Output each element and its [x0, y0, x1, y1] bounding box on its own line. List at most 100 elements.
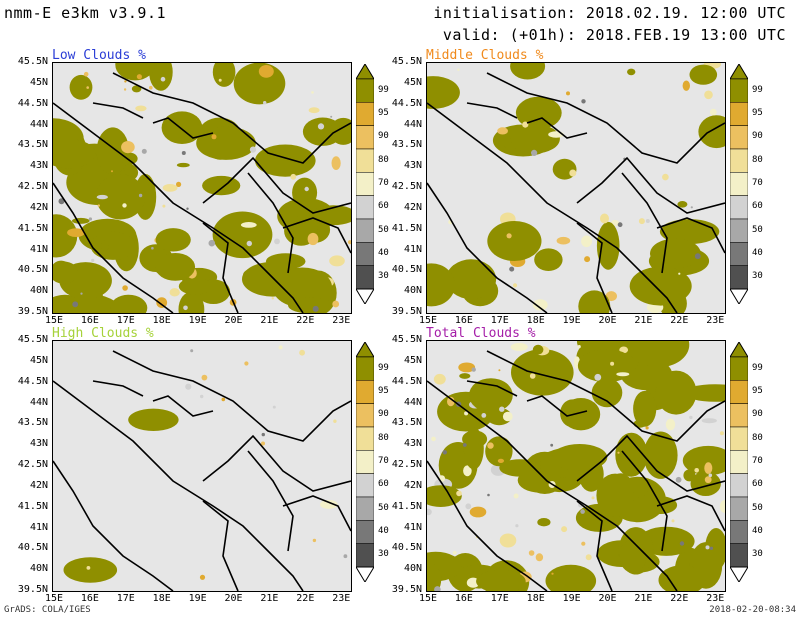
- border-line: [202, 434, 351, 492]
- border-line: [112, 72, 351, 164]
- cloud-speckle: [141, 148, 147, 154]
- lon-label: 19E: [562, 593, 581, 604]
- cloud-cell: [69, 74, 93, 100]
- cloud-cell: [101, 240, 109, 251]
- cloud-cell: [331, 156, 341, 170]
- colorbar: [729, 341, 749, 583]
- lat-label: 40.5N: [391, 542, 422, 554]
- colorbar-label: 80: [378, 432, 389, 443]
- colorbar-segment: [729, 218, 749, 243]
- cloud-cell: [469, 378, 513, 413]
- cloud-cell: [578, 290, 611, 313]
- lon-label: 20E: [598, 315, 617, 326]
- cloud-cell: [202, 175, 241, 196]
- cloud-cell: [633, 419, 646, 428]
- cloud-speckle: [122, 285, 128, 291]
- lon-label: 21E: [634, 315, 653, 326]
- colorbar-bottom-arrow: [729, 288, 749, 305]
- lon-label: 16E: [454, 315, 473, 326]
- cloud-cell: [596, 473, 634, 517]
- cloud-cell: [458, 362, 476, 373]
- cloud-speckle: [208, 239, 216, 247]
- colorbar-label: 50: [378, 224, 389, 235]
- lat-label: 43N: [29, 438, 48, 450]
- colorbar-top-arrow: [355, 341, 375, 358]
- cloud-speckle: [487, 493, 490, 497]
- lat-label: 45N: [29, 76, 48, 88]
- cloud-speckle: [160, 76, 166, 82]
- colorbar-segment: [729, 78, 749, 103]
- cloud-map: [426, 62, 726, 314]
- cloud-cell: [510, 343, 528, 351]
- lat-label: 43.5N: [17, 417, 48, 429]
- cloud-speckle: [719, 431, 724, 436]
- panel-title: Middle Clouds %: [426, 48, 544, 63]
- cloud-cell: [90, 231, 136, 260]
- cloud-cell: [535, 553, 544, 562]
- cloud-cell: [53, 214, 78, 258]
- colorbar-segment: [729, 426, 749, 451]
- cloud-speckle: [151, 246, 154, 250]
- cloud-speckle: [138, 193, 143, 198]
- lat-label: 40N: [29, 285, 48, 297]
- border-line: [247, 450, 294, 552]
- cloud-cell: [600, 213, 609, 224]
- cloud-speckle: [122, 203, 127, 208]
- colorbar-segment: [355, 496, 375, 521]
- lat-label: 45N: [403, 354, 422, 366]
- cloud-speckle: [244, 361, 249, 366]
- cloud-cell: [469, 506, 487, 518]
- colorbar-segment: [355, 218, 375, 243]
- cloud-cell: [446, 259, 497, 300]
- cloud-speckle: [211, 134, 217, 140]
- border-line: [466, 380, 518, 397]
- border-line: [427, 460, 548, 591]
- lat-label: 44.5N: [391, 97, 422, 109]
- cloud-speckle: [91, 258, 95, 262]
- border-line: [152, 395, 214, 417]
- cloud-speckle: [311, 91, 314, 94]
- cloud-cell: [156, 297, 168, 308]
- cloud-cell: [655, 370, 697, 415]
- lat-label: 43N: [29, 160, 48, 172]
- cloud-cell: [510, 63, 546, 80]
- border-line: [53, 102, 304, 313]
- cloud-cell: [534, 248, 563, 271]
- cloud-speckle: [218, 78, 222, 82]
- colorbar-segment: [729, 520, 749, 544]
- lon-label: 15E: [44, 593, 64, 604]
- cloud-cell: [292, 177, 318, 208]
- lon-label: 18E: [526, 315, 545, 326]
- cloud-speckle: [347, 240, 351, 245]
- cloud-speckle: [471, 367, 476, 372]
- cloud-cell: [486, 407, 512, 426]
- border-line: [427, 182, 548, 313]
- lon-label: 19E: [188, 593, 207, 604]
- cloud-speckle: [427, 508, 432, 516]
- colorbar-label: 95: [752, 108, 763, 118]
- cloud-speckle: [709, 546, 714, 550]
- lat-label: 45.5N: [391, 56, 422, 67]
- cloud-speckle: [199, 574, 206, 580]
- colorbar-label: 60: [752, 479, 763, 490]
- cloud-map: [426, 340, 726, 592]
- border-line: [576, 222, 613, 313]
- cloud-cell: [96, 127, 129, 175]
- colorbar-label: 50: [752, 502, 763, 513]
- cloud-speckle: [124, 80, 127, 83]
- cloud-speckle: [580, 509, 585, 514]
- cloud-speckle: [274, 238, 280, 245]
- cloud-speckle: [200, 394, 204, 399]
- cloud-speckle: [577, 345, 581, 349]
- cloud-cell: [131, 85, 142, 93]
- cloud-cell: [240, 222, 257, 228]
- cloud-speckle: [487, 442, 494, 449]
- cloud-cell: [476, 569, 526, 591]
- cloud-speckle: [162, 204, 166, 208]
- cloud-cell: [427, 263, 455, 307]
- colorbar-segment: [355, 148, 375, 173]
- cloud-cell: [447, 396, 455, 407]
- border-line: [466, 102, 518, 119]
- border-line: [656, 217, 725, 254]
- colorbar-segment: [355, 520, 375, 544]
